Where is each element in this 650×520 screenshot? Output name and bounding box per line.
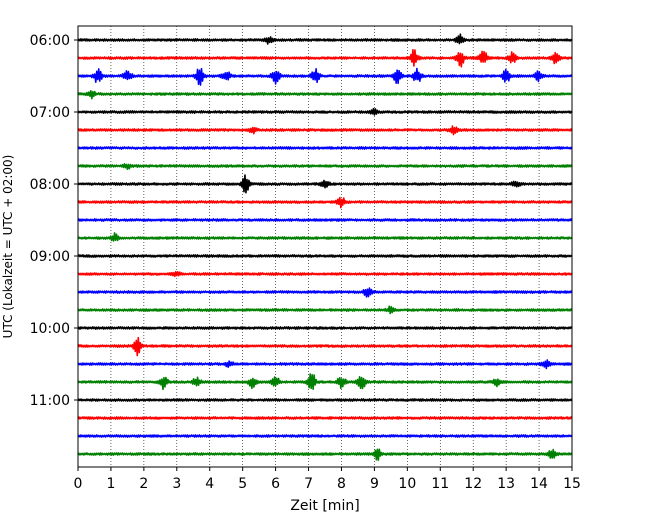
seismogram-trace <box>77 48 573 68</box>
seismogram-trace <box>77 196 573 209</box>
x-tick-label: 5 <box>238 476 247 492</box>
x-tick-label: 4 <box>205 476 214 492</box>
seismogram-trace <box>77 434 573 438</box>
seismogram-trace <box>77 163 573 170</box>
y-tick-label: 09:00 <box>30 249 70 265</box>
seismogram-trace <box>77 89 573 100</box>
x-axis-title: Zeit [min] <box>290 498 359 514</box>
seismogram-trace <box>77 270 573 278</box>
x-tick-label: 1 <box>106 476 115 492</box>
x-tick-label: 3 <box>172 476 181 492</box>
x-tick-label: 13 <box>497 476 515 492</box>
seismogram-trace <box>77 67 573 86</box>
seismogram-trace <box>77 359 573 370</box>
seismogram-trace <box>77 107 573 116</box>
seismogram-trace <box>77 218 573 222</box>
plot-frame <box>77 25 573 468</box>
x-tick-label: 8 <box>337 476 346 492</box>
x-tick-label: 6 <box>271 476 280 492</box>
x-tick-label: 11 <box>431 476 449 492</box>
y-tick-label: 10:00 <box>30 321 70 337</box>
x-tick-label: 14 <box>530 476 548 492</box>
y-tick-label: 08:00 <box>30 177 70 193</box>
seismogram-trace <box>77 174 573 194</box>
seismogram-trace <box>77 287 573 298</box>
seismogram-trace <box>77 305 573 315</box>
x-tick-label: 10 <box>398 476 416 492</box>
y-axis-title: UTC (Lokalzeit = UTC + 02:00) <box>1 155 15 339</box>
x-tick-label: 0 <box>74 476 83 492</box>
y-tick-label: 06:00 <box>30 33 70 49</box>
x-tick-label: 2 <box>139 476 148 492</box>
seismogram-trace <box>77 373 573 391</box>
y-tick-label: 07:00 <box>30 105 70 121</box>
seismogram-traces <box>77 33 573 461</box>
x-tick-label: 15 <box>563 476 581 492</box>
y-axis: 06:00 07:00 08:00 09:00 10:00 11:00 <box>30 33 78 409</box>
seismogram-trace <box>77 336 573 357</box>
seismogram-trace <box>77 125 573 136</box>
seismogram-trace <box>77 33 573 45</box>
seismogram-trace <box>77 448 573 461</box>
seismogram-trace <box>77 254 573 258</box>
x-axis: 0 1 2 3 4 5 6 7 8 9 10 11 12 13 14 15 <box>74 467 581 492</box>
seismogram-trace <box>77 232 573 242</box>
seismogram-trace <box>77 146 573 150</box>
x-tick-label: 7 <box>304 476 313 492</box>
seismogram-trace <box>77 326 573 330</box>
seismogram-trace <box>77 416 573 420</box>
seismogram-trace <box>77 398 573 402</box>
x-tick-label: 12 <box>464 476 482 492</box>
y-tick-label: 11:00 <box>30 393 70 409</box>
x-tick-label: 9 <box>370 476 379 492</box>
